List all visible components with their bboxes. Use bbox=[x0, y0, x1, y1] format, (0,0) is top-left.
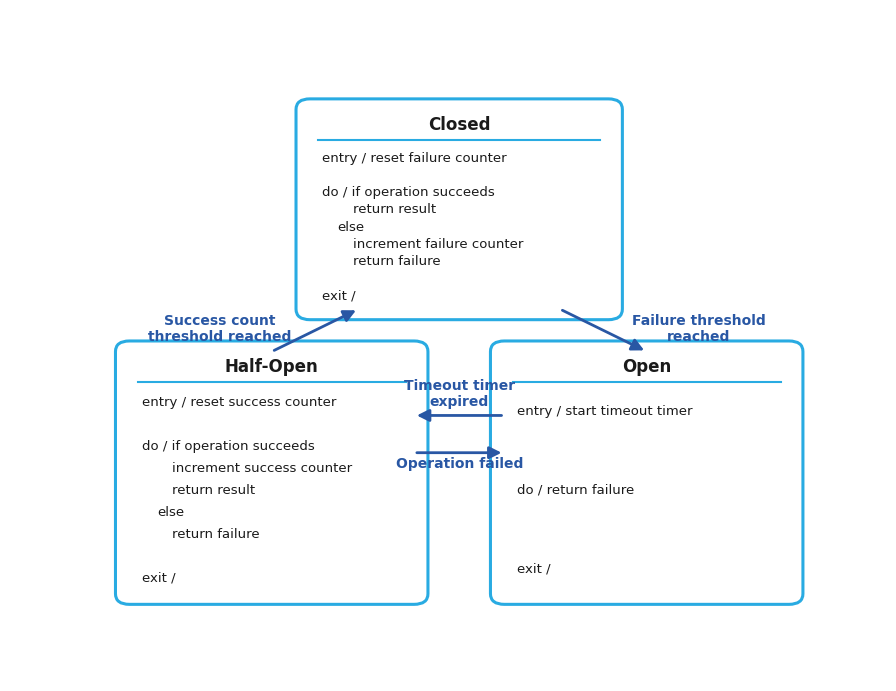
Text: return result: return result bbox=[172, 484, 255, 497]
Text: increment success counter: increment success counter bbox=[172, 462, 352, 475]
Text: Timeout timer
expired: Timeout timer expired bbox=[403, 379, 515, 409]
FancyBboxPatch shape bbox=[296, 99, 623, 320]
Text: else: else bbox=[338, 220, 365, 234]
Text: do / if operation succeeds: do / if operation succeeds bbox=[323, 187, 495, 199]
Text: return failure: return failure bbox=[353, 255, 441, 268]
Text: entry / reset success counter: entry / reset success counter bbox=[142, 397, 336, 410]
Text: do / if operation succeeds: do / if operation succeeds bbox=[142, 440, 314, 453]
Text: exit /: exit / bbox=[142, 571, 176, 585]
Text: entry / reset failure counter: entry / reset failure counter bbox=[323, 152, 507, 165]
Text: return result: return result bbox=[353, 203, 436, 216]
Text: entry / start timeout timer: entry / start timeout timer bbox=[517, 405, 693, 418]
Text: exit /: exit / bbox=[323, 290, 356, 302]
Text: Open: Open bbox=[622, 358, 671, 376]
Text: else: else bbox=[157, 506, 185, 519]
Text: exit /: exit / bbox=[517, 562, 550, 576]
Text: Failure threshold
reached: Failure threshold reached bbox=[632, 314, 766, 344]
Text: do / return failure: do / return failure bbox=[517, 484, 634, 497]
Text: Success count
threshold reached: Success count threshold reached bbox=[148, 314, 291, 344]
Text: increment failure counter: increment failure counter bbox=[353, 238, 523, 251]
Text: Half-Open: Half-Open bbox=[225, 358, 319, 376]
Text: Closed: Closed bbox=[428, 116, 490, 134]
Text: Operation failed: Operation failed bbox=[395, 457, 523, 471]
Text: return failure: return failure bbox=[172, 528, 260, 541]
FancyBboxPatch shape bbox=[490, 341, 803, 605]
FancyBboxPatch shape bbox=[116, 341, 428, 605]
